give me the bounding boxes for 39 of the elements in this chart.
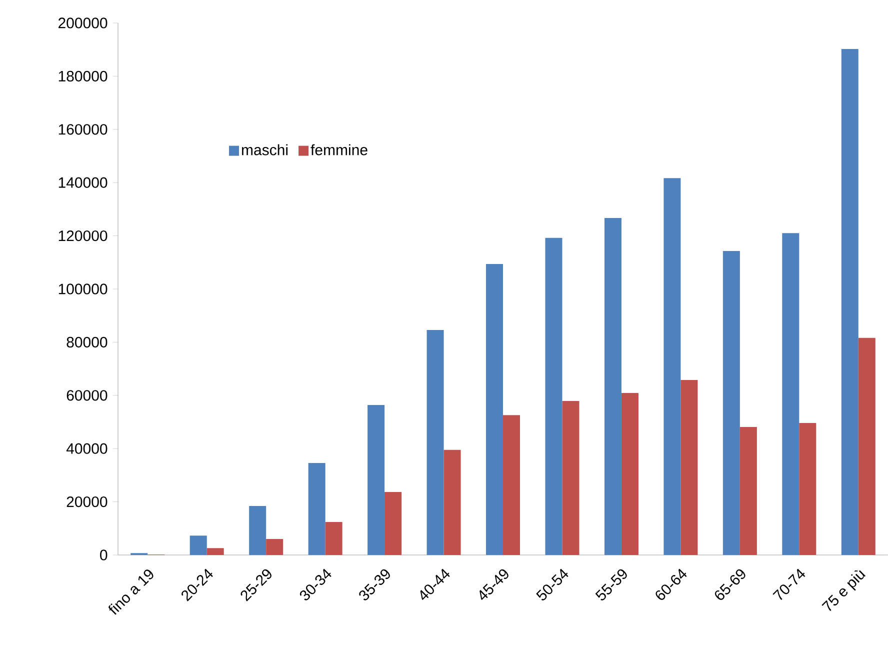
bar bbox=[325, 522, 342, 555]
bar bbox=[308, 462, 326, 555]
bar bbox=[562, 400, 580, 555]
y-tick-label: 0 bbox=[100, 550, 108, 560]
y-tick-label: 40000 bbox=[66, 443, 108, 454]
bar bbox=[664, 178, 681, 555]
bar bbox=[680, 380, 698, 555]
bar bbox=[190, 536, 207, 555]
bar bbox=[503, 415, 520, 555]
bar bbox=[841, 49, 858, 555]
bar bbox=[799, 423, 816, 555]
bar bbox=[249, 506, 266, 555]
bar bbox=[782, 233, 800, 555]
bar bbox=[722, 250, 740, 555]
y-tick-label: 100000 bbox=[58, 284, 108, 294]
y-tick-label: 20000 bbox=[66, 496, 108, 508]
x-tick-label: fino a 19 bbox=[108, 570, 154, 615]
bar bbox=[740, 427, 757, 555]
bar bbox=[368, 404, 385, 555]
y-tick-label: 120000 bbox=[58, 230, 108, 242]
y-tick-label: 140000 bbox=[58, 177, 108, 188]
y-tick-label: 80000 bbox=[66, 336, 108, 348]
y-tick-label: 160000 bbox=[58, 124, 108, 135]
bar bbox=[266, 539, 284, 555]
bar bbox=[545, 238, 562, 555]
bar bbox=[426, 330, 444, 555]
bar bbox=[858, 338, 876, 555]
x-tick-label: 75 e più bbox=[822, 570, 866, 612]
bar bbox=[444, 450, 461, 555]
legend-label: maschi bbox=[242, 144, 288, 156]
bar bbox=[206, 548, 224, 555]
y-tick-label: 200000 bbox=[58, 18, 108, 28]
y-tick-label: 60000 bbox=[66, 390, 108, 401]
bar bbox=[486, 264, 504, 555]
y-tick-label: 180000 bbox=[58, 70, 108, 82]
bar bbox=[621, 392, 638, 555]
bar bbox=[384, 492, 402, 555]
bar bbox=[604, 218, 622, 555]
legend-label: femmine bbox=[310, 144, 368, 156]
